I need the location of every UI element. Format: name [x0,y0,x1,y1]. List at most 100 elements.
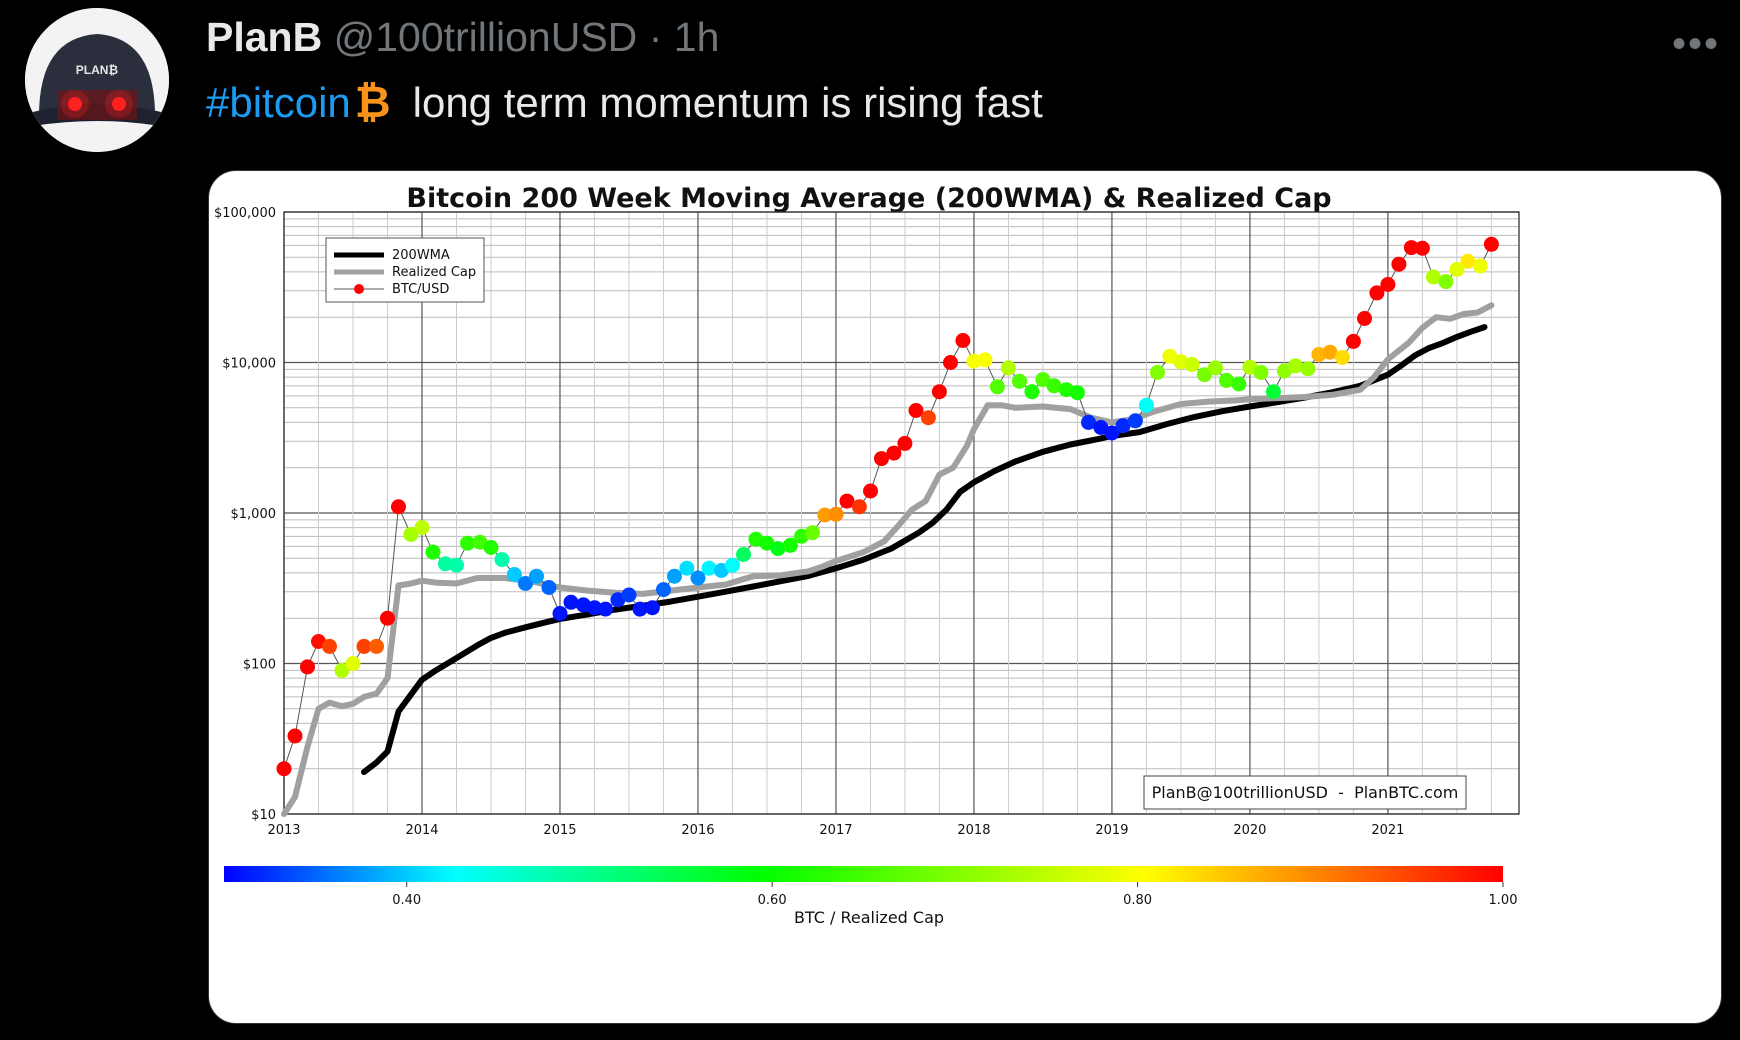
avatar-text: PLAN₿ [76,63,119,77]
btc-price-point [369,638,384,654]
btc-price-point [621,587,637,603]
btc-price-point [770,541,786,557]
btc-price-point [1334,350,1350,365]
btc-price-point [391,499,406,515]
btc-price-point [1322,344,1338,360]
colorbar-tick-label: 0.40 [392,893,421,908]
series-line-realized-cap [281,302,1495,817]
btc-price-point [449,557,464,573]
btc-price-point [736,547,751,562]
chart-lines [281,243,1495,817]
btc-price-point [1391,256,1407,272]
btc-price-point [1127,413,1143,429]
btc-price-point [1357,311,1372,326]
btc-price-point [1012,373,1027,389]
btc-price-point [380,610,395,626]
btc-price-point [322,638,337,654]
series-line-btc-usd [283,243,1492,770]
chart-annotation-box: PlanB@100trillionUSD - PlanBTC.com [1143,775,1467,810]
author-handle[interactable]: @100trillionUSD [333,14,638,60]
btc-price-point [460,535,475,551]
btc-price-point [1150,364,1165,380]
btc-price-point [403,527,419,542]
btc-price-point [1219,372,1234,388]
btc-price-point [943,355,958,370]
x-tick-label: 2021 [1371,823,1404,838]
btc-price-point [1403,240,1419,256]
hashtag-link[interactable]: #bitcoin [206,79,351,126]
btc-price-point [931,384,947,400]
btc-price-point [345,656,361,671]
y-tick-label: $10,000 [222,357,276,372]
btc-price-point [1438,274,1454,290]
legend-marker [354,284,364,294]
btc-price-point [886,445,902,461]
avatar[interactable]: PLAN₿ [25,8,169,152]
legend-label: 200WMA [392,248,450,263]
btc-price-point [494,552,510,568]
btc-price-point [1300,361,1316,377]
header-separator: · [648,14,663,60]
btc-price-point [1104,425,1120,441]
btc-price-point [1035,372,1051,388]
x-tick-label: 2013 [267,823,300,838]
btc-price-point [1069,385,1085,401]
btc-price-point [598,601,613,617]
btc-price-point [908,403,924,418]
btc-price-point [1449,262,1465,277]
btc-price-point [1000,360,1016,376]
btc-price-point [632,601,648,617]
btc-price-point [1207,360,1223,376]
btc-price-point [1345,333,1361,349]
btc-price-point [1265,384,1281,400]
y-tick-label: $10 [251,808,276,823]
btc-price-point [1414,240,1430,256]
btc-price-point [955,333,971,348]
tweet-header: PlanB @100trillionUSD · 1h [206,14,719,61]
btc-price-point [1472,258,1488,274]
chart-axes: $10 $100 $1,000 $10,000 $100,000 2013 2014 2015… [214,206,1520,838]
x-tick-label: 2018 [957,823,990,838]
btc-price-point [1288,358,1303,374]
btc-price-point [287,728,303,744]
btc-price-point [713,563,729,578]
author-name[interactable]: PlanB [206,14,323,60]
y-tick-label: $100,000 [214,206,276,221]
btc-price-points [276,236,1499,777]
colorbar-label: BTC / Realized Cap [794,908,944,927]
btc-price-point [977,352,993,368]
btc-price-point [483,540,499,555]
tweet-media-image[interactable]: Bitcoin 200 Week Moving Average (200WMA)… [208,170,1722,1024]
btc-price-point [1483,236,1499,252]
btc-price-point [425,544,441,560]
btc-price-point [1460,253,1476,269]
btc-price-point [690,570,706,586]
colorbar-tick-label: 0.60 [758,893,787,908]
btc-price-point [897,435,913,451]
btc-price-point [300,659,315,675]
btc-price-point [656,582,671,598]
btc-price-point [276,761,292,777]
tweet-timestamp[interactable]: 1h [673,14,720,60]
btc-price-point [563,594,579,610]
btc-price-point [541,580,557,595]
btc-price-point [437,556,453,572]
btc-price-point [701,560,717,576]
chart-annotation: PlanB@100trillionUSD - PlanBTC.com [1152,783,1459,802]
x-tick-label: 2020 [1233,823,1266,838]
btc-price-point [725,557,740,573]
btc-price-point [828,506,844,522]
btc-price-point [839,493,855,509]
x-tick-label: 2017 [819,823,852,838]
btc-price-point [356,638,372,654]
btc-price-point [414,520,430,536]
btc-price-point [1196,367,1212,383]
avatar-cap-icon: PLAN₿ [25,8,169,152]
btc-price-point [529,568,544,584]
chart-grid [283,211,1519,815]
bitcoin-emoji-icon: ₿ [354,78,391,127]
btc-price-point [966,353,982,369]
btc-price-point [1024,384,1040,400]
more-options-icon[interactable]: ••• [1671,22,1720,66]
colorbar-tick-label: 1.00 [1489,893,1518,908]
